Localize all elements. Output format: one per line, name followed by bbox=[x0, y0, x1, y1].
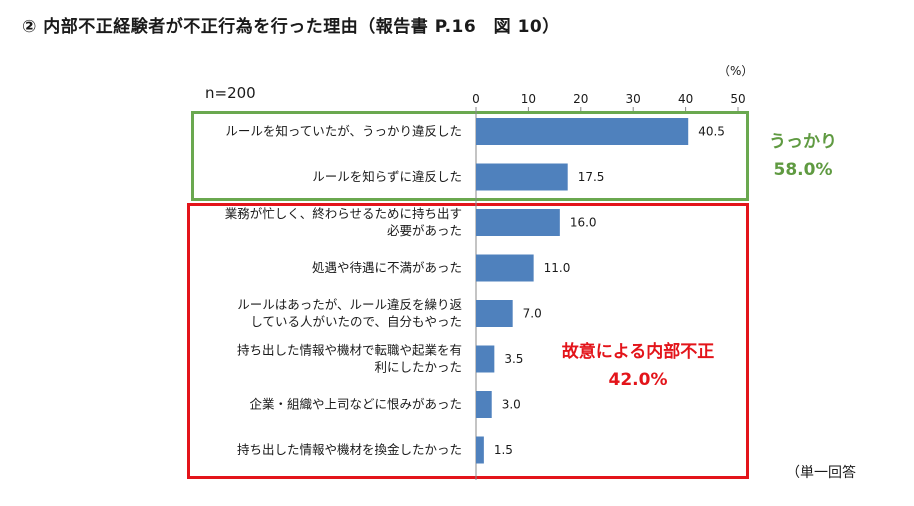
category-label: 持ち出した情報や機材を換金したかった bbox=[237, 442, 462, 457]
data-label: 11.0 bbox=[544, 261, 571, 275]
unit-label: （%） bbox=[718, 64, 754, 78]
data-label: 1.5 bbox=[494, 443, 513, 457]
category-label: 持ち出した情報や機材で転職や起業を有 bbox=[237, 343, 462, 358]
data-label: 40.5 bbox=[698, 125, 725, 139]
data-label: 17.5 bbox=[578, 170, 605, 184]
data-label: 7.0 bbox=[523, 307, 542, 321]
bar bbox=[476, 345, 495, 373]
data-label: 3.0 bbox=[502, 398, 521, 412]
category-label: 利にしたかった bbox=[374, 360, 462, 375]
group-value-careless: 58.0% bbox=[773, 160, 833, 180]
group-name-careless: うっかり bbox=[769, 132, 837, 152]
category-label: ルールを知らずに違反した bbox=[312, 169, 462, 184]
bar bbox=[476, 391, 492, 418]
x-tick-label: 30 bbox=[626, 92, 641, 106]
data-label: 3.5 bbox=[504, 352, 523, 366]
group-box-careless bbox=[191, 111, 749, 201]
bar bbox=[476, 118, 689, 145]
group-box-intentional bbox=[187, 203, 749, 479]
category-label: 必要があった bbox=[387, 223, 462, 238]
group-label-careless: うっかり 58.0% bbox=[758, 128, 848, 184]
bar bbox=[476, 163, 568, 191]
category-label: 企業・組織や上司などに恨みがあった bbox=[249, 397, 462, 412]
bar bbox=[476, 436, 484, 464]
bar bbox=[476, 254, 534, 282]
x-tick-label: 0 bbox=[472, 92, 480, 106]
data-label: 16.0 bbox=[570, 216, 597, 230]
x-tick-label: 50 bbox=[730, 92, 745, 106]
footnote-answer-type: （単一回答 bbox=[786, 465, 856, 481]
group-value-intentional: 42.0% bbox=[608, 370, 668, 390]
x-tick-label: 40 bbox=[678, 92, 693, 106]
group-label-intentional: 故意による内部不正 42.0% bbox=[548, 338, 728, 394]
category-label: ルールはあったが、ルール違反を繰り返 bbox=[237, 297, 462, 312]
bar bbox=[476, 209, 560, 236]
category-label: 業務が忙しく、終わらせるために持ち出す bbox=[225, 206, 462, 221]
group-name-intentional: 故意による内部不正 bbox=[561, 342, 715, 362]
x-tick-label: 10 bbox=[521, 92, 536, 106]
x-tick-label: 20 bbox=[573, 92, 588, 106]
bar bbox=[476, 300, 513, 327]
category-label: 処遇や待遇に不満があった bbox=[312, 260, 462, 275]
chart-title: ② 内部不正経験者が不正行為を行った理由（報告書 P.16 図 10） bbox=[22, 17, 560, 37]
category-label: している人がいたので、自分もやった bbox=[250, 314, 462, 329]
sample-size-label: n=200 bbox=[205, 84, 256, 102]
category-label: ルールを知っていたが、うっかり違反した bbox=[225, 124, 462, 139]
